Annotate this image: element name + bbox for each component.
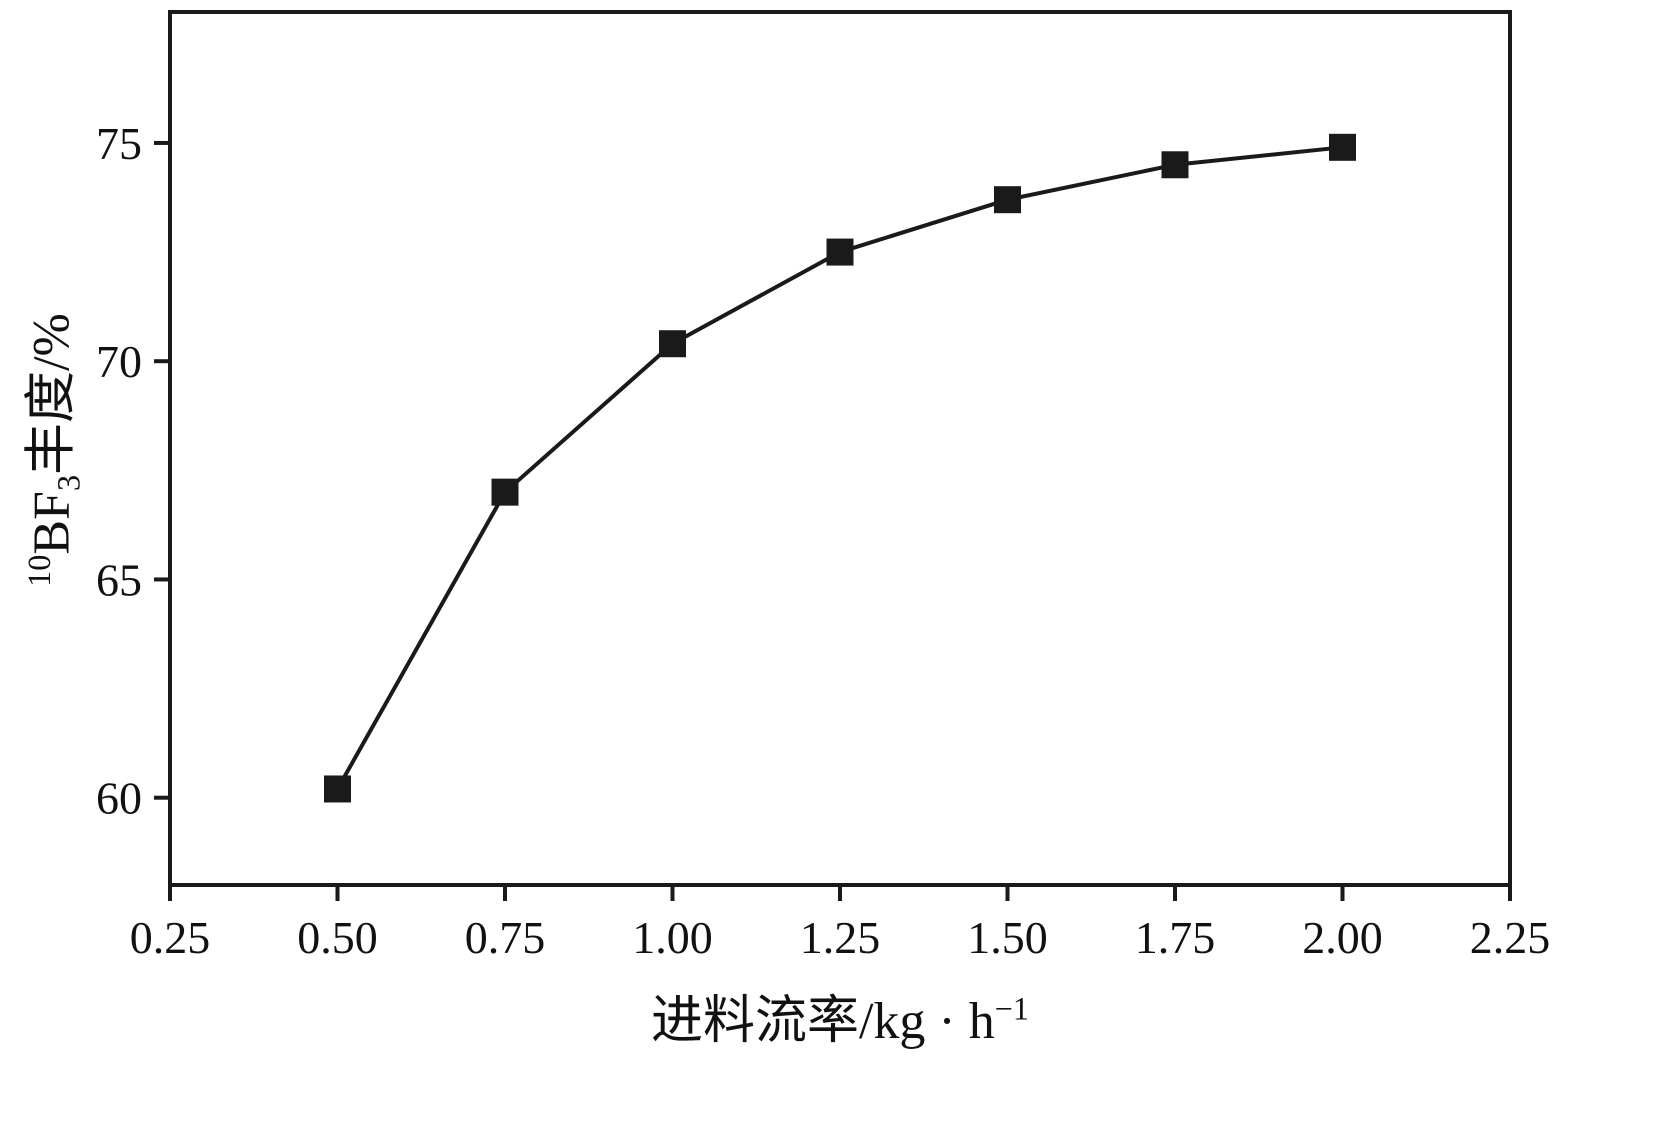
y-axis-formula-subscript: 3 (50, 474, 87, 492)
x-tick-label: 0.75 (465, 912, 546, 963)
x-tick-label: 1.00 (632, 912, 713, 963)
plot-frame (168, 10, 1512, 887)
x-tick-label: 1.75 (1135, 912, 1216, 963)
x-axis-label-exponent: −1 (994, 990, 1030, 1027)
data-point-marker (324, 775, 351, 803)
x-tick-label: 0.25 (130, 912, 211, 963)
x-tick-label: 2.25 (1470, 912, 1551, 963)
x-tick-label: 1.50 (967, 912, 1048, 963)
x-tick-label: 1.25 (800, 912, 881, 963)
data-point-marker (659, 330, 686, 358)
x-tick-label: 2.00 (1302, 912, 1383, 963)
y-axis-label-text: 丰度/% (23, 313, 81, 475)
data-point-marker (1329, 133, 1356, 161)
y-tick-label: 70 (96, 336, 142, 387)
y-tick-label: 75 (96, 118, 142, 169)
y-axis-isotope-superscript: 10 (20, 554, 57, 587)
data-point-marker (1161, 151, 1189, 179)
y-tick-label: 65 (96, 554, 142, 605)
x-axis-label: 进料流率/kg · h−1 (170, 978, 1510, 1053)
data-point-marker (826, 238, 854, 266)
x-axis-label-text: 进料流率/kg · h (650, 993, 995, 1050)
x-tick-label: 0.50 (297, 912, 378, 963)
data-point-marker (994, 186, 1021, 214)
y-axis-formula: BF (23, 491, 81, 555)
data-point-marker (491, 478, 519, 506)
y-tick-label: 60 (96, 773, 142, 824)
y-axis-label: 10BF3丰度/% (8, 313, 87, 587)
